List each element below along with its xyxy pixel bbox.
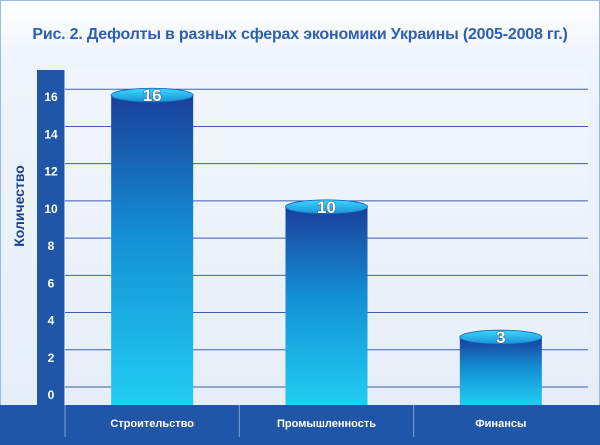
y-tick-label: 10 (44, 202, 58, 216)
x-axis-strip (0, 405, 600, 445)
bar-data-label: 10 (317, 198, 336, 217)
bar-cap (285, 199, 368, 215)
y-tick-label: 14 (44, 127, 58, 141)
x-category-label: Промышленность (277, 418, 376, 430)
y-tick-label: 0 (48, 388, 55, 402)
y-tick-label: 12 (44, 165, 58, 179)
y-axis-strip (37, 70, 65, 405)
bar-cap (459, 329, 543, 345)
y-tick-label: 8 (48, 239, 55, 253)
chart-title: Рис. 2. Дефолты в разных сферах экономик… (32, 26, 568, 43)
bar-data-label: 3 (496, 328, 505, 347)
y-tick-label: 16 (44, 90, 58, 104)
bar: 10 (285, 197, 368, 405)
y-axis-band: 0 2 4 6 8 10 12 14 16 (37, 70, 66, 405)
bar: 16 (110, 86, 194, 405)
bar-cap (110, 87, 194, 103)
bar-body (111, 95, 194, 405)
y-tick-label: 4 (48, 314, 55, 328)
x-axis-band: Строительство Промышленность Финансы (0, 405, 600, 445)
x-category-label: Финансы (475, 418, 526, 430)
y-tick-label: 6 (48, 276, 55, 290)
bar-data-label: 16 (143, 86, 162, 105)
y-tick-label: 2 (48, 351, 55, 365)
bar: 3 (459, 328, 543, 405)
bar-body (285, 206, 368, 405)
bars: 16 10 3 (110, 86, 543, 405)
x-category-label: Строительство (110, 418, 194, 430)
bar-body (459, 337, 542, 405)
